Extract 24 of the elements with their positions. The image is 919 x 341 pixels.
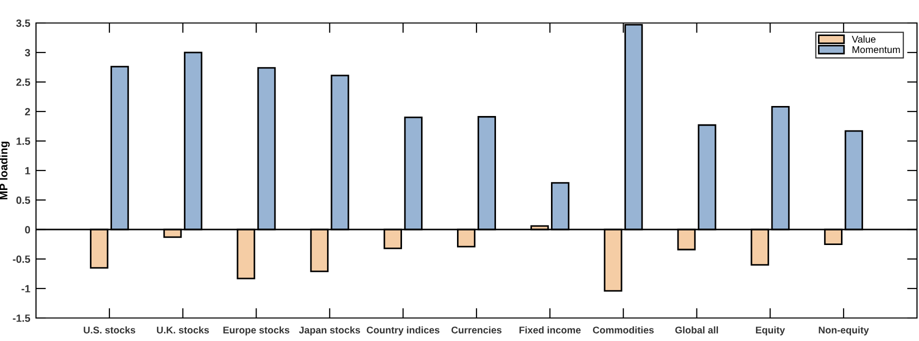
x-tick-label: Fixed income (520, 326, 581, 334)
x-tick-label: Japan stocks (299, 326, 360, 336)
y-tick-label: 1 (25, 167, 30, 174)
y-tick-label: 3.5 (16, 20, 30, 27)
y-tick-label: 2.5 (16, 78, 30, 86)
x-tick-label: Country indices (366, 326, 440, 336)
legend-label: Value (852, 36, 876, 43)
legend-label: Momentum (852, 46, 900, 54)
y-tick-label: 2 (25, 108, 30, 116)
y-tick-label: 0 (25, 226, 30, 234)
y-tick-label: 3 (24, 49, 30, 56)
x-tick-label: Commodities (592, 326, 654, 334)
x-tick-label: U.K. stocks (156, 326, 209, 334)
x-tick-label: Global all (675, 326, 718, 334)
x-tick-label: Non-equity (818, 326, 869, 336)
x-tick-label: Equity (756, 326, 785, 336)
y-tick-label: 0.5 (16, 196, 30, 204)
y-tick-label: -1 (22, 285, 30, 292)
y-tick-label: 1.5 (16, 138, 30, 145)
x-tick-label: Currencies (452, 326, 502, 334)
y-tick-label: -1.5 (12, 314, 30, 322)
x-tick-label: U.S. stocks (84, 326, 136, 334)
y-tick-label: -0.5 (12, 256, 30, 263)
x-tick-label: Europe stocks (223, 326, 290, 336)
